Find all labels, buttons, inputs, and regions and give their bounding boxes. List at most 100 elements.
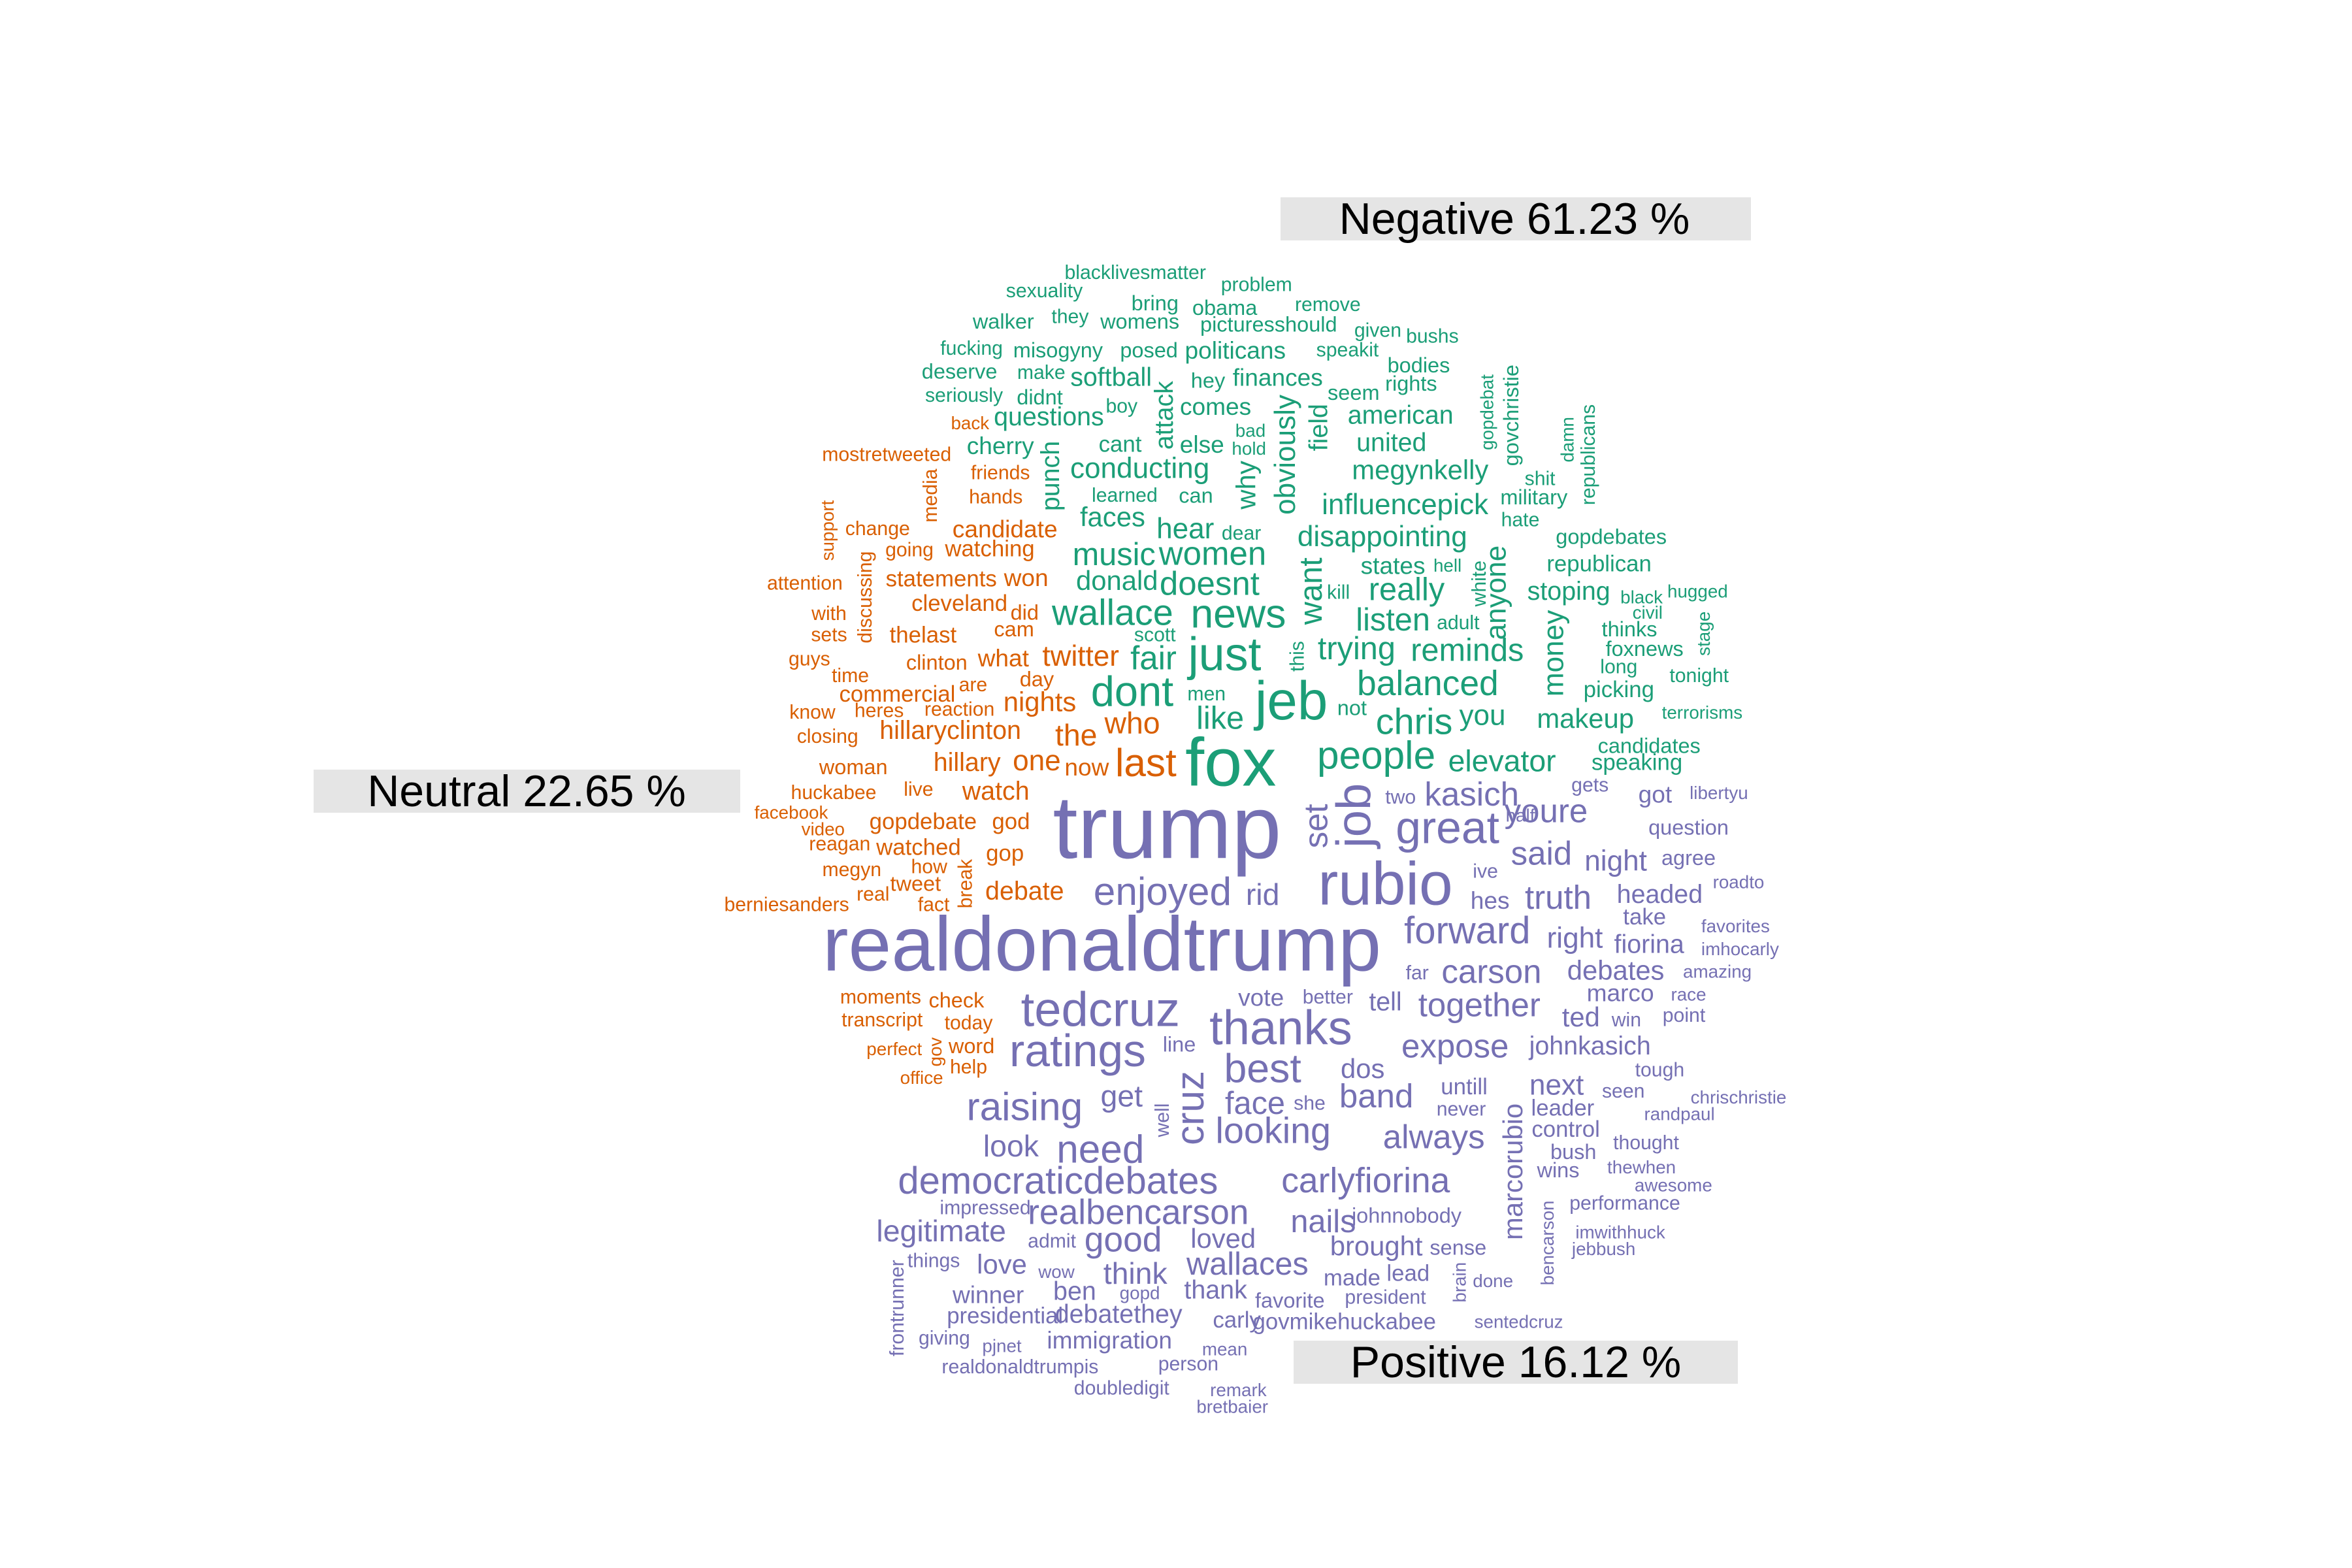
neutral-word-break: break — [955, 858, 976, 908]
negative-word-united: united — [1356, 428, 1426, 457]
negative-word-comes: comes — [1180, 393, 1251, 420]
negative-word-hey: hey — [1191, 368, 1226, 392]
neutral-word-are: are — [959, 674, 988, 696]
negative-word-listen: listen — [1356, 602, 1430, 638]
negative-word-disappointing: disappointing — [1298, 521, 1467, 553]
positive-word-seen: seen — [1602, 1081, 1644, 1102]
neutral-word-watched: watched — [875, 834, 961, 860]
neutral-word-clinton: clinton — [906, 651, 968, 674]
positive-word-vote: vote — [1238, 984, 1284, 1011]
negative-word-rights: rights — [1385, 372, 1437, 395]
positive-word-wow: wow — [1037, 1262, 1075, 1282]
positive-word-roadto: roadto — [1713, 872, 1765, 892]
neutral-word-cam: cam — [994, 617, 1034, 641]
positive-word-mean: mean — [1202, 1339, 1248, 1359]
neutral-word-moments: moments — [840, 987, 921, 1008]
positive-word-cruz: cruz — [1168, 1071, 1212, 1145]
negative-word-tonight: tonight — [1669, 665, 1729, 687]
neutral-word-twitter: twitter — [1042, 640, 1119, 672]
neutral-word-friends: friends — [971, 462, 1030, 483]
negative-word-bushs: bushs — [1406, 326, 1459, 348]
positive-word-immigration: immigration — [1047, 1326, 1172, 1354]
negative-word-conducting: conducting — [1070, 452, 1209, 484]
positive-word-johnkasich: johnkasich — [1529, 1032, 1651, 1060]
positive-word-gets: gets — [1571, 774, 1609, 796]
negative-word-fair: fair — [1130, 639, 1177, 676]
neutral-word-tweet: tweet — [890, 872, 941, 896]
negative-word-damn: damn — [1557, 417, 1577, 463]
negative-word-obama: obama — [1192, 296, 1258, 319]
negative-word-politicans: politicans — [1185, 336, 1286, 364]
negative-word-fucking: fucking — [940, 338, 1003, 359]
positive-word-control: control — [1531, 1117, 1599, 1142]
positive-word-better: better — [1303, 987, 1353, 1008]
positive-word-get: get — [1101, 1079, 1143, 1113]
negative-word-stoping: stoping — [1527, 577, 1610, 606]
positive-word-done: done — [1473, 1271, 1513, 1291]
positive-word-band: band — [1339, 1077, 1413, 1115]
positive-word-truth: truth — [1525, 879, 1592, 916]
positive-word-imhocarly: imhocarly — [1701, 939, 1779, 959]
positive-word-jebbush: jebbush — [1571, 1239, 1635, 1259]
negative-word-scott: scott — [1134, 625, 1176, 646]
positive-word-agree: agree — [1661, 846, 1716, 870]
positive-word-half: half — [1506, 806, 1535, 826]
neutral-word-hillaryclinton: hillaryclinton — [879, 716, 1021, 745]
negative-word-not: not — [1337, 696, 1367, 719]
positive-word-together: together — [1418, 987, 1541, 1024]
positive-word-sentedcruz: sentedcruz — [1475, 1312, 1563, 1332]
positive-word-far: far — [1406, 962, 1429, 984]
neutral-word-hands: hands — [969, 487, 1022, 508]
negative-word-learned: learned — [1092, 485, 1158, 506]
negative-word-obviously: obviously — [1269, 395, 1301, 515]
positive-word-things: things — [907, 1250, 960, 1272]
positive-word-look: look — [983, 1129, 1039, 1163]
positive-word-made: made — [1324, 1265, 1380, 1290]
positive-word-hes: hes — [1471, 887, 1510, 914]
positive-word-thanks: thanks — [1209, 1001, 1352, 1055]
positive-word-johnnobody: johnnobody — [1351, 1204, 1462, 1228]
neutral-word-did: did — [1011, 600, 1039, 624]
positive-word-always: always — [1383, 1119, 1485, 1156]
negative-word-military: military — [1500, 485, 1568, 509]
negative-word-posed: posed — [1120, 338, 1178, 362]
neutral-word-change: change — [845, 518, 910, 540]
negative-word-hate: hate — [1501, 509, 1540, 531]
neutral-word-hillary: hillary — [934, 748, 1001, 777]
positive-word-never: never — [1437, 1099, 1486, 1120]
neutral-word-cleveland: cleveland — [911, 591, 1007, 616]
negative-word-given: given — [1354, 319, 1401, 341]
positive-word-next: next — [1529, 1070, 1584, 1102]
positive-word-gopd: gopd — [1120, 1283, 1160, 1303]
positive-word-two: two — [1385, 787, 1416, 808]
positive-word-lead: lead — [1386, 1260, 1429, 1286]
negative-word-news: news — [1190, 591, 1286, 637]
positive-word-nails: nails — [1290, 1204, 1356, 1239]
positive-word-marcorubio: marcorubio — [1497, 1103, 1528, 1240]
positive-word-job: job — [1326, 783, 1380, 849]
positive-word-imwithhuck: imwithhuck — [1575, 1222, 1665, 1243]
positive-word-giving: giving — [919, 1328, 970, 1349]
positive-word-line: line — [1163, 1033, 1196, 1056]
negative-word-shit: shit — [1525, 468, 1556, 490]
negative-word-punch: punch — [1036, 441, 1065, 511]
negative-word-long: long — [1600, 656, 1637, 678]
positive-word-she: she — [1294, 1093, 1326, 1115]
neutral-word-now: now — [1064, 753, 1109, 781]
negative-word-else: else — [1180, 431, 1224, 458]
negative-word-gopdebates: gopdebates — [1556, 525, 1667, 548]
positive-word-chrischristie: chrischristie — [1691, 1087, 1787, 1107]
positive-word-right: right — [1547, 923, 1603, 955]
positive-word-debatethey: debatethey — [1055, 1299, 1183, 1328]
neutral-word-statements: statements — [886, 566, 997, 592]
positive-word-leader: leader — [1531, 1095, 1595, 1120]
positive-word-night: night — [1584, 845, 1647, 877]
positive-word-winner: winner — [952, 1281, 1024, 1308]
negative-word-fox: fox — [1185, 725, 1276, 801]
neutral-word-transcript: transcript — [841, 1009, 923, 1031]
positive-word-pjnet: pjnet — [982, 1336, 1022, 1356]
negative-word-kill: kill — [1327, 582, 1350, 604]
positive-word-tedcruz: tedcruz — [1021, 983, 1180, 1037]
